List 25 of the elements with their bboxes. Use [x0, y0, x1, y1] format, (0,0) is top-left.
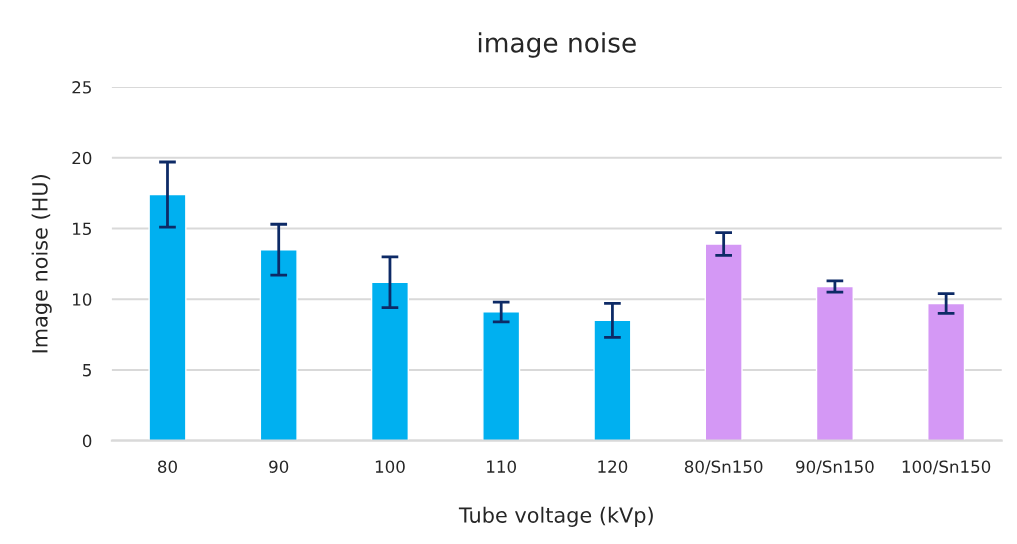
x-tick-label: 80/Sn150: [684, 460, 763, 475]
y-tick-label: 15: [73, 222, 91, 236]
chart-title: image noise: [478, 32, 636, 58]
x-tick-label: 120: [598, 460, 628, 473]
bar: [927, 302, 966, 441]
bar: [482, 311, 521, 441]
bar: [148, 193, 187, 441]
bar: [259, 249, 298, 441]
x-tick-label: 100/Sn150: [902, 460, 991, 475]
x-tick-label: 100: [375, 460, 405, 473]
y-tick-label: 10: [73, 293, 92, 306]
bar: [370, 281, 410, 441]
y-tick-label: 5: [83, 364, 91, 377]
bar: [815, 285, 854, 441]
y-tick-label: 0: [82, 434, 92, 448]
bar: [593, 319, 632, 441]
x-tick-label: 90: [269, 460, 289, 473]
y-axis-title: Image noise (HU): [31, 175, 52, 353]
x-tick-label: 80: [158, 460, 177, 473]
x-tick-label: 110: [487, 460, 516, 473]
x-tick-label: 90/Sn150: [796, 460, 874, 475]
bar: [704, 243, 743, 441]
y-tick-label: 20: [72, 151, 92, 165]
y-tick-label: 25: [72, 81, 91, 94]
x-axis-title: Tube voltage (kVp): [458, 506, 653, 527]
